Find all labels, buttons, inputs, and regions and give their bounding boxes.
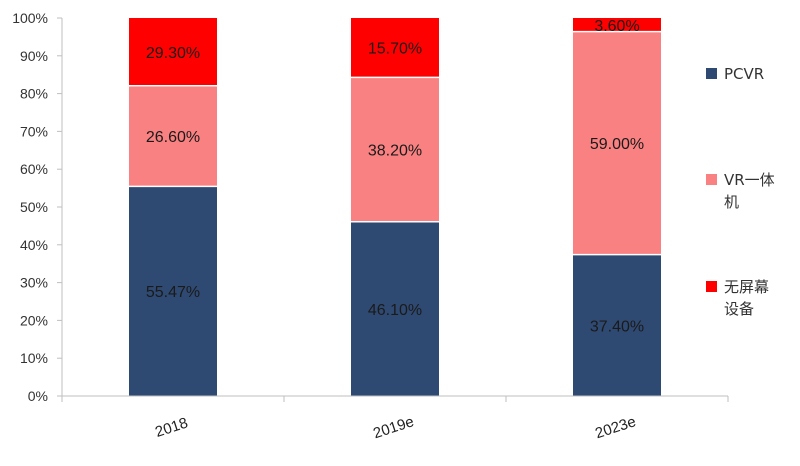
data-label: 38.20% xyxy=(368,143,422,160)
bar-series-2-2023e xyxy=(573,18,661,32)
data-label: 29.30% xyxy=(146,45,200,62)
data-label: 37.40% xyxy=(590,318,644,335)
bar-pcvr-2019e xyxy=(351,221,439,396)
bar-series-2-2019e xyxy=(351,18,439,78)
data-label: 55.47% xyxy=(146,284,200,301)
bar-vr-2018 xyxy=(129,85,217,187)
data-label: 15.70% xyxy=(368,41,422,58)
y-tick-label: 100% xyxy=(12,10,48,26)
data-label: 46.10% xyxy=(368,302,422,319)
x-tick-label: 2018 xyxy=(153,414,190,440)
y-tick-label: 20% xyxy=(20,312,48,328)
y-tick-label: 60% xyxy=(20,161,48,177)
bar-pcvr-2023e xyxy=(573,254,661,396)
legend-label-vr: VR一体机 xyxy=(724,171,775,211)
y-tick-label: 80% xyxy=(20,86,48,102)
y-tick-label: 30% xyxy=(20,275,48,291)
y-tick-label: 40% xyxy=(20,237,48,253)
bar-vr-2019e xyxy=(351,77,439,222)
y-tick-label: 70% xyxy=(20,123,48,139)
legend-swatch-pcvr xyxy=(706,68,717,79)
legend-label-pcvr: PCVR xyxy=(724,65,764,83)
legend-swatch-series-2 xyxy=(706,281,717,292)
y-axis: 0% 10% 20% 30% 40% 50% 60% 70% 80% 90% 100% xyxy=(12,10,63,404)
y-tick-label: 90% xyxy=(20,48,48,64)
data-label: 59.00% xyxy=(590,136,644,153)
data-label: 26.60% xyxy=(146,129,200,146)
bar-series-2-2018 xyxy=(129,18,217,86)
bar-pcvr-2018 xyxy=(129,186,217,396)
bars: 55.47% 26.60% 29.30% 46.10% 38.20% 15.70% 37.4… xyxy=(129,18,661,396)
x-axis: 2018 2019e 2023e xyxy=(61,395,729,442)
x-tick-label: 2019e xyxy=(371,413,416,442)
bar-vr-2023e xyxy=(573,31,661,255)
y-tick-label: 50% xyxy=(20,199,48,215)
data-label: 3.60% xyxy=(594,18,639,35)
legend-label-series-2: 无屏幕设备 xyxy=(724,278,769,318)
y-tick-label: 0% xyxy=(28,388,48,404)
y-tick-label: 10% xyxy=(20,350,48,366)
legend-swatch-vr xyxy=(706,174,717,185)
x-tick-label: 2023e xyxy=(593,413,638,442)
